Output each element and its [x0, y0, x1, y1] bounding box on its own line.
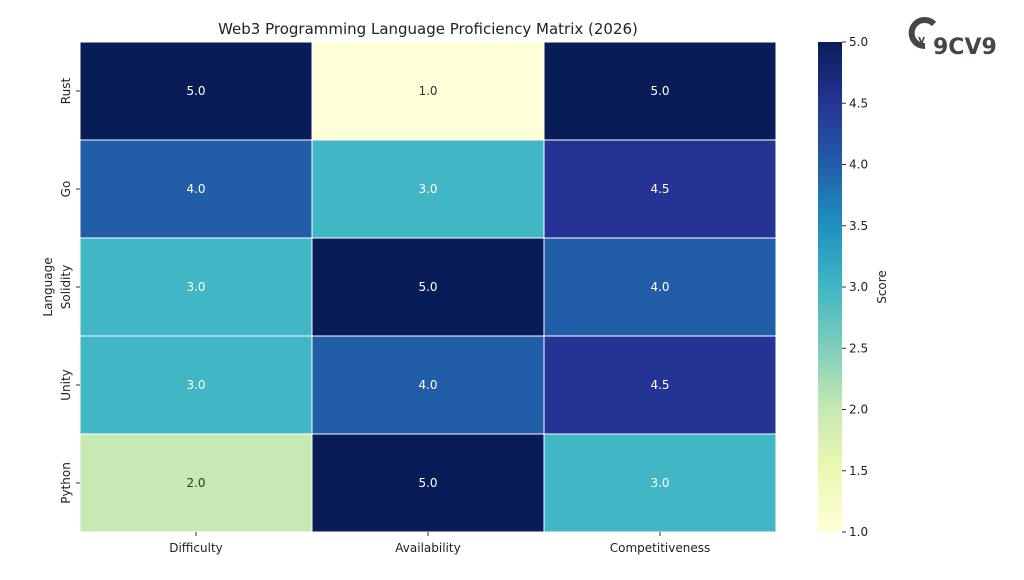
cell-annotation: 3.0: [418, 182, 437, 196]
colorbar-tick-label: 1.0: [849, 525, 868, 539]
cell-annotation: 5.0: [418, 476, 437, 490]
heatmap-cell: [79, 41, 313, 141]
logo-9cv9: v 9CV9: [908, 17, 997, 60]
y-tick-label: Rust: [59, 78, 73, 105]
cell-annotation: 5.0: [650, 84, 669, 98]
cell-annotation: 4.0: [650, 280, 669, 294]
colorbar-tick-label: 5.0: [849, 35, 868, 49]
x-tick-label: Difficulty: [169, 541, 223, 555]
y-tick-label: Unity: [59, 369, 73, 401]
cell-annotation: 3.0: [650, 476, 669, 490]
colorbar-label: Score: [875, 270, 889, 304]
cell-annotation: 4.5: [650, 182, 669, 196]
heatmap-cell: [79, 139, 313, 239]
cell-annotation: 5.0: [418, 280, 437, 294]
heatmap-cell: [311, 237, 545, 337]
cell-annotation: 5.0: [186, 84, 205, 98]
colorbar-tick-label: 3.5: [849, 219, 868, 233]
y-axis-label: Language: [41, 257, 55, 316]
y-tick-label: Go: [59, 181, 73, 198]
heatmap-cell: [311, 41, 545, 141]
svg-text:9CV9: 9CV9: [933, 35, 997, 60]
heatmap-cell: [543, 335, 777, 435]
heatmap-cell: [311, 139, 545, 239]
colorbar: [818, 42, 842, 532]
cell-annotation: 4.0: [418, 378, 437, 392]
cell-annotation: 4.0: [186, 182, 205, 196]
cell-annotation: 2.0: [186, 476, 205, 490]
colorbar-tick-label: 2.0: [849, 403, 868, 417]
colorbar-tick-label: 4.5: [849, 96, 868, 110]
cell-annotation: 3.0: [186, 280, 205, 294]
cell-annotation: 3.0: [186, 378, 205, 392]
cell-annotation: 4.5: [650, 378, 669, 392]
x-tick-label: Availability: [395, 541, 460, 555]
heatmap-cell: [543, 41, 777, 141]
heatmap-cell: [543, 139, 777, 239]
heatmap-cell: [79, 433, 313, 533]
cell-annotation: 1.0: [418, 84, 437, 98]
heatmap-cell: [543, 433, 777, 533]
svg-text:v: v: [918, 33, 926, 46]
colorbar-tick-label: 1.5: [849, 464, 868, 478]
colorbar-tick-label: 2.5: [849, 341, 868, 355]
y-tick-label: Solidity: [59, 265, 73, 309]
chart-title: Web3 Programming Language Proficiency Ma…: [218, 20, 638, 38]
colorbar-tick-label: 3.0: [849, 280, 868, 294]
heatmap-cell: [311, 433, 545, 533]
x-tick-label: Competitiveness: [610, 541, 710, 555]
y-tick-label: Python: [59, 462, 73, 504]
logo-ring-icon: [908, 17, 937, 50]
colorbar-tick-label: 4.0: [849, 158, 868, 172]
heatmap-cell: [79, 335, 313, 435]
